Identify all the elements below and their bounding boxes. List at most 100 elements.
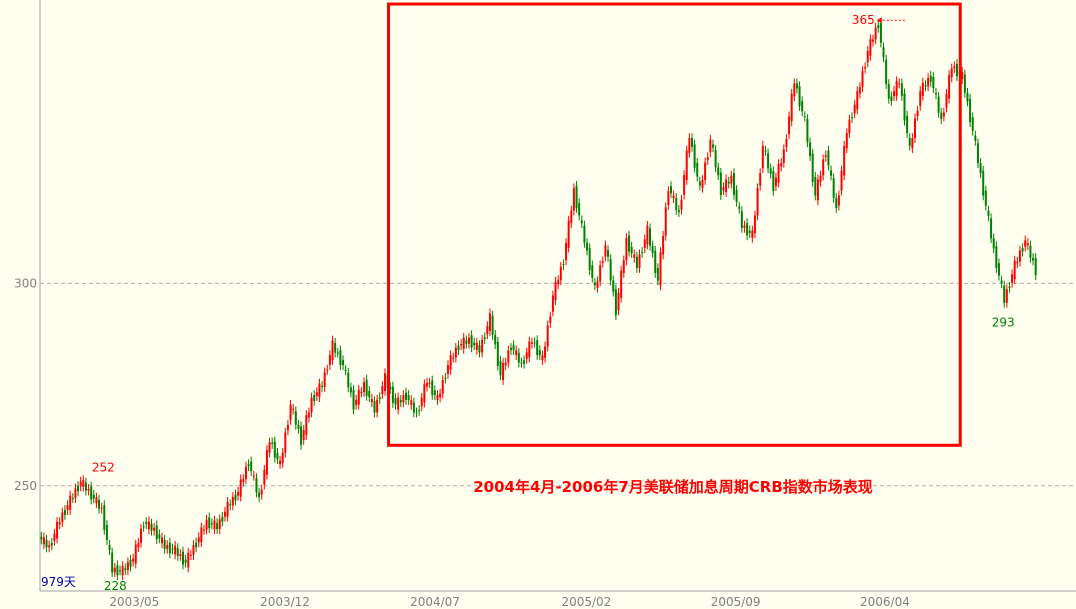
x-tick-labels: 2003/05 2003/12 2004/07 2005/02 2005/09 2006/…: [109, 595, 909, 609]
candle-body: [221, 516, 224, 522]
candle-body: [216, 523, 219, 530]
candle-body: [161, 537, 164, 544]
candle-body: [460, 343, 463, 346]
candle-body: [158, 534, 161, 539]
candle-body: [103, 505, 106, 530]
candle-body: [145, 522, 148, 525]
candle-body: [945, 93, 948, 108]
candle-body: [617, 292, 620, 311]
arrow-head-icon: [876, 17, 882, 24]
candle-body: [402, 395, 405, 403]
candle-body: [108, 544, 111, 551]
candle-body: [656, 268, 659, 281]
candle-body: [667, 191, 670, 205]
candle-body: [475, 342, 478, 350]
candle-body: [693, 144, 696, 168]
candle-body: [184, 559, 187, 563]
candle-body: [727, 181, 730, 184]
candle-body: [155, 525, 158, 540]
candle-body: [730, 175, 733, 184]
candle-body: [599, 265, 602, 282]
candle-body: [129, 559, 132, 567]
candle-body: [449, 355, 452, 370]
candle-body: [132, 558, 135, 562]
candle-body: [772, 171, 775, 192]
candle-body: [525, 352, 528, 359]
candle-body: [179, 554, 182, 556]
x-tick-label: 2005/02: [561, 595, 611, 609]
candle-body: [764, 150, 767, 152]
candle-body: [373, 401, 376, 413]
candle-body: [861, 71, 864, 88]
candle-body: [292, 408, 295, 410]
candle-body: [987, 210, 990, 216]
candle-body: [344, 369, 347, 371]
candle-body: [187, 552, 190, 568]
candle-body: [305, 415, 308, 435]
candle-body: [258, 492, 261, 498]
candle-body: [171, 548, 174, 550]
candle-body: [473, 342, 476, 346]
candle-body: [457, 345, 460, 351]
candle-body: [798, 86, 801, 107]
candle-body: [512, 345, 515, 351]
candle-body: [643, 239, 646, 249]
candle-body: [1005, 289, 1008, 303]
y-tick-label: 250: [14, 479, 37, 493]
candle-body: [410, 400, 413, 405]
candle-body: [263, 469, 266, 485]
candle-body: [872, 39, 875, 42]
candle-body: [66, 505, 69, 511]
candle-body: [494, 334, 497, 345]
candle-body: [181, 551, 184, 565]
candle-body: [250, 461, 253, 471]
candle-body: [357, 389, 360, 405]
candle-body: [439, 393, 442, 398]
high-label: 252: [92, 461, 115, 475]
candle-body: [774, 177, 777, 187]
candle-body: [662, 235, 665, 255]
candle-body: [990, 218, 993, 239]
candle-body: [69, 495, 72, 511]
candle-body: [195, 542, 198, 548]
candle-body: [916, 110, 919, 116]
candle-body: [95, 497, 98, 504]
candle-body: [1000, 280, 1003, 284]
candle-body: [307, 412, 310, 418]
candle-body: [604, 245, 607, 257]
candle-body: [845, 133, 848, 149]
candle-body: [593, 282, 596, 286]
candle-body: [360, 392, 363, 394]
candle-body: [363, 382, 366, 393]
candle-body: [874, 27, 877, 40]
candle-body: [625, 238, 628, 261]
candle-body: [984, 190, 987, 206]
candle-body: [111, 552, 114, 573]
candle-body: [318, 383, 321, 398]
candle-body: [824, 155, 827, 157]
candle-body: [56, 521, 59, 539]
candle-body: [565, 242, 568, 261]
candle-body: [780, 162, 783, 167]
candle-body: [801, 101, 804, 112]
candle-body: [609, 259, 612, 281]
candle-body: [153, 527, 156, 531]
candle-body: [641, 251, 644, 253]
candle-body: [140, 528, 143, 543]
candle-body: [971, 117, 974, 131]
candle-body: [572, 188, 575, 211]
candle-body: [507, 350, 510, 363]
candle-body: [651, 245, 654, 254]
gridlines: [40, 282, 1076, 487]
candle-body: [300, 426, 303, 445]
candle-body: [405, 392, 408, 400]
x-tick-label: 2006/04: [860, 595, 910, 609]
candle-body: [74, 488, 77, 499]
candle-body: [785, 138, 788, 147]
candle-body: [948, 74, 951, 99]
candle-body: [937, 96, 940, 113]
candle-body: [229, 504, 232, 506]
candle-body: [137, 542, 140, 548]
highlight-box: [387, 2, 962, 447]
candle-body: [223, 511, 226, 517]
